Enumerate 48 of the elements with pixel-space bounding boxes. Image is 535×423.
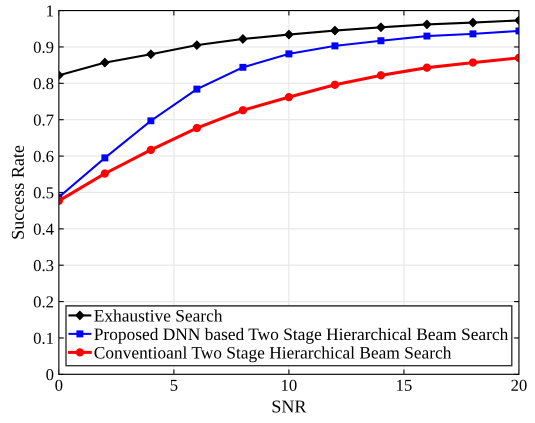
x-tick-label: 15: [397, 380, 412, 391]
point: [100, 169, 110, 178]
point: [193, 86, 200, 93]
point: [422, 64, 432, 72]
point: [422, 20, 432, 30]
y-tick-label: 0.8: [34, 78, 54, 90]
y-tick-label: 0.2: [34, 296, 54, 308]
y-tick-label: 0.7: [34, 114, 54, 126]
point: [376, 22, 386, 32]
x-axis-title: SNR: [272, 400, 306, 413]
y-tick-label: 0.1: [34, 332, 53, 344]
point: [101, 154, 108, 162]
point: [146, 50, 156, 59]
point: [284, 30, 294, 40]
point: [192, 124, 202, 132]
point: [469, 30, 476, 38]
point: [376, 71, 386, 80]
point: [238, 106, 248, 114]
point: [377, 37, 384, 44]
point: [146, 146, 156, 154]
y-tick-label: 0.9: [34, 42, 54, 53]
point: [239, 64, 246, 71]
x-tick-label: 0: [55, 380, 62, 391]
point: [423, 32, 430, 40]
point: [468, 18, 478, 28]
point: [330, 80, 340, 89]
point: [147, 117, 154, 124]
legend-label: Exhaustive Search: [94, 309, 222, 322]
y-tick-label: 1: [47, 5, 53, 16]
point: [285, 50, 292, 58]
point: [238, 34, 248, 44]
point: [284, 92, 294, 102]
y-tick-label: 0.4: [34, 224, 54, 235]
y-tick-label: 0.5: [34, 187, 54, 198]
legend-label: Conventioanl Two Stage Hierarchical Beam Search: [94, 346, 452, 362]
x-tick-label: 20: [511, 380, 527, 391]
point: [192, 40, 202, 50]
legend-label: Proposed DNN based Two Stage Hierarchical Beam Search: [94, 328, 508, 344]
point: [331, 42, 338, 50]
y-tick-label: 0.3: [34, 260, 54, 272]
point: [330, 26, 340, 36]
point: [468, 58, 478, 67]
x-tick-label: 10: [282, 380, 297, 391]
y-tick-label: 0.6: [34, 150, 54, 162]
y-axis-title: Success Rate: [12, 146, 24, 239]
point: [100, 58, 110, 68]
x-tick-label: 5: [170, 380, 178, 391]
y-tick-label: 0: [46, 369, 54, 380]
